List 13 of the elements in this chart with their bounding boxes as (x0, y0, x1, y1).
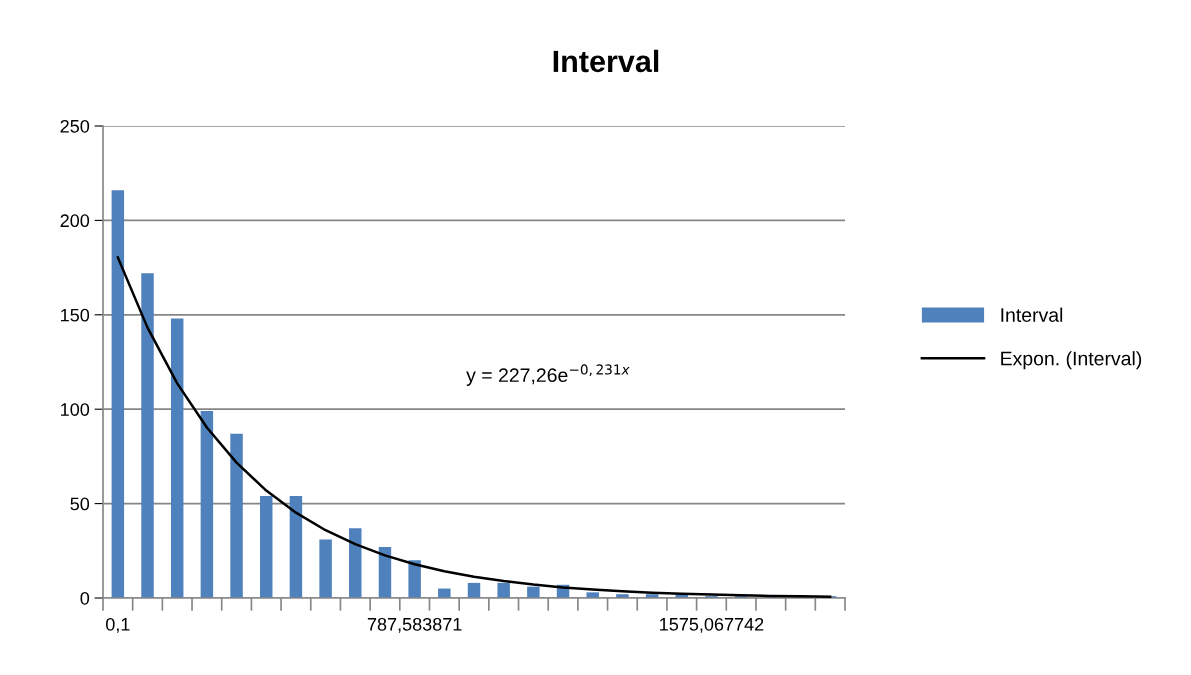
legend-label: Expon. (Interval) (1001, 351, 1142, 370)
legend-label: Interval (1001, 307, 1063, 322)
x-tick-label: 0,1 (106, 617, 130, 633)
y-tick-label: 100 (61, 403, 90, 416)
annotation: y = 227,26e$^{−0,231x}$ (466, 364, 630, 386)
y-tick-label: 0 (80, 591, 90, 605)
y-tick-label: 50 (70, 497, 90, 511)
x-tick-label: 787,583871 (367, 617, 462, 633)
y-tick-label: 150 (61, 308, 90, 322)
chart-title: Interval (553, 49, 659, 73)
y-tick-label: 200 (60, 214, 90, 228)
y-tick-label: 250 (60, 119, 90, 133)
x-tick-label: 1575,067742 (660, 617, 764, 633)
